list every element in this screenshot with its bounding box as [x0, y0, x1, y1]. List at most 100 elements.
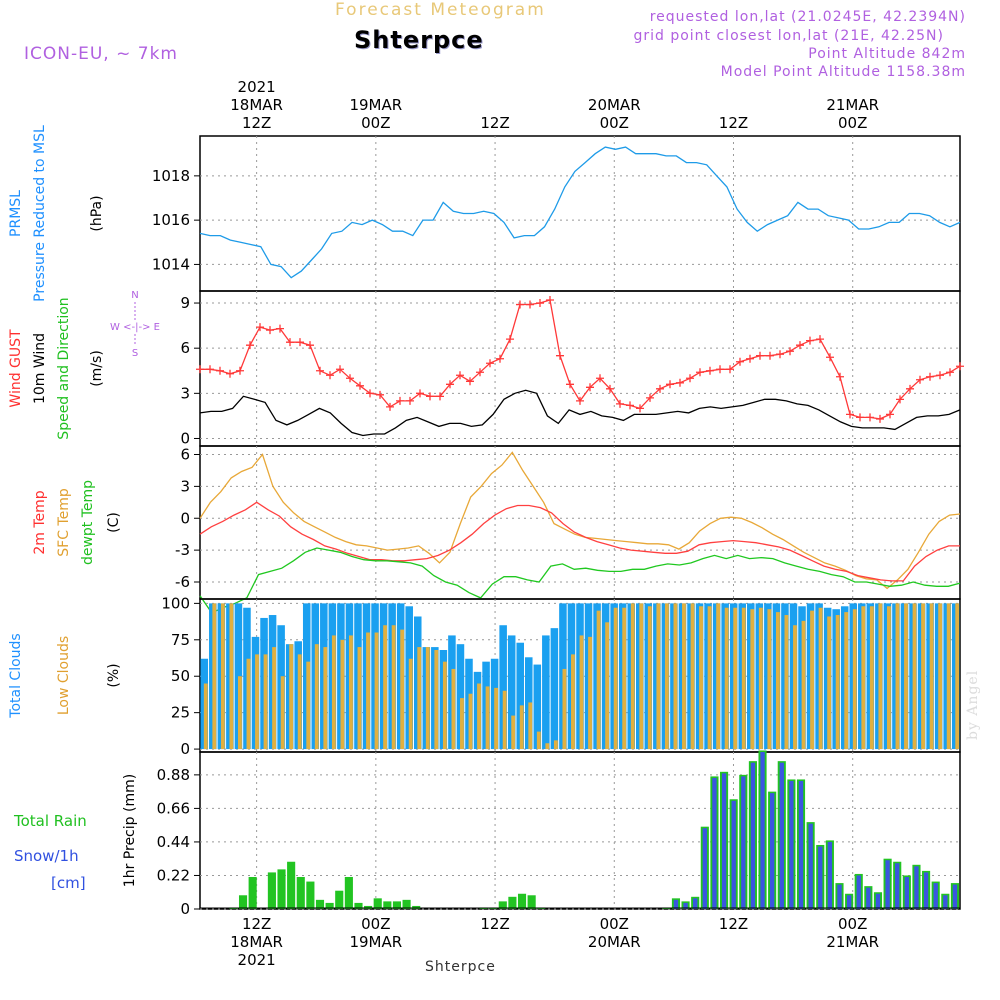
temperature-series-2-line: [199, 547, 961, 614]
low-cloud-bar: [827, 616, 832, 750]
wind-gust-marker: [616, 399, 624, 408]
low-cloud-bar: [929, 603, 934, 750]
temperature-ylabel: SFC Temp: [56, 488, 72, 557]
low-cloud-bar: [690, 603, 695, 750]
wind-ytick-label: 6: [180, 339, 190, 357]
top-time-label: 00Z: [361, 114, 390, 132]
low-cloud-bar: [579, 635, 584, 750]
clouds-ytick-label: 25: [171, 704, 190, 722]
model-label: ICON-EU, ~ 7km: [24, 44, 178, 64]
low-cloud-bar: [869, 606, 874, 750]
temperature-ytick-label: -6: [175, 573, 190, 591]
wind-gust-marker: [826, 353, 834, 362]
wind-gust-marker: [336, 365, 344, 374]
wind-gust-marker: [406, 396, 414, 405]
low-cloud-bar: [460, 698, 464, 750]
snow-bar: [933, 883, 938, 909]
precip-ylabel: 1hr Precip (mm): [122, 774, 138, 887]
wind-gust-marker: [706, 366, 714, 375]
snow-bar: [693, 898, 698, 909]
top-time-label: 19MAR: [349, 96, 402, 114]
rain-bar: [277, 869, 286, 909]
wind-series-1-line: [199, 389, 961, 437]
precip-ytick-label: 0.22: [157, 866, 190, 884]
low-cloud-bar: [203, 683, 208, 750]
wind-gust-marker: [646, 393, 654, 402]
low-cloud-bar: [306, 661, 311, 750]
top-time-label: 12Z: [242, 114, 271, 132]
precip-ytick-label: 0.44: [157, 833, 190, 851]
snow-bar: [731, 800, 736, 909]
low-cloud-bar: [605, 622, 610, 750]
total-cloud-bar: [499, 625, 507, 750]
snow-bar: [875, 893, 881, 909]
precip-side-label: Snow/1h: [14, 847, 79, 865]
wind-gust-marker: [766, 351, 774, 360]
wind-gust-marker: [206, 365, 214, 374]
snow-bar: [789, 780, 794, 909]
low-cloud-bar: [272, 647, 276, 750]
rain-bar: [306, 881, 315, 909]
rain-bar: [383, 901, 392, 909]
wind-gust-marker: [416, 389, 424, 398]
wind-gust-marker: [576, 396, 584, 405]
wind-gust-marker: [756, 351, 764, 360]
low-cloud-bar: [289, 644, 294, 750]
bottom-time-label: 20MAR: [588, 933, 641, 951]
low-cloud-bar: [451, 668, 456, 750]
temperature-ytick-label: 6: [180, 446, 190, 464]
wind-ylabel: 10m Wind: [32, 333, 48, 404]
wind-gust-marker: [786, 347, 794, 356]
rain-bar: [248, 876, 257, 909]
wind-gust-marker: [806, 336, 814, 345]
low-cloud-bar: [417, 647, 422, 750]
wind-ylabel: Speed and Direction: [56, 297, 72, 439]
wind-gust-marker: [586, 383, 594, 392]
low-cloud-bar: [511, 715, 516, 750]
low-cloud-bar: [263, 654, 268, 750]
top-time-label: 18MAR: [230, 96, 283, 114]
point-altitude: Point Altitude 842m: [808, 46, 966, 62]
wind-gust-marker: [516, 300, 524, 309]
low-cloud-bar: [758, 607, 763, 750]
wind-gust-marker: [676, 378, 684, 387]
low-cloud-bar: [246, 658, 251, 750]
wind-gust-marker: [456, 371, 464, 380]
wind-gust-marker: [796, 341, 804, 350]
wind-gust-marker: [566, 380, 574, 389]
low-cloud-bar: [553, 740, 558, 750]
wind-gust-marker: [266, 326, 274, 335]
total-cloud-bar: [234, 603, 243, 750]
low-cloud-bar: [707, 606, 712, 750]
low-cloud-bar: [545, 743, 550, 750]
snow-bar: [943, 895, 948, 909]
grid-point-lonlat: grid point closest lon,lat (21E, 42.25N): [633, 28, 944, 44]
low-cloud-bar: [588, 636, 592, 750]
wind-gust-marker: [296, 338, 304, 347]
low-cloud-bar: [408, 658, 413, 750]
rain-bar: [508, 896, 517, 909]
requested-lonlat: requested lon,lat (21.0245E, 42.2394N): [649, 9, 966, 25]
clouds-ytick-label: 0: [180, 740, 190, 758]
low-cloud-bar: [238, 676, 242, 750]
top-time-label: 12Z: [719, 114, 748, 132]
snow-bar: [673, 899, 679, 909]
clouds-panel: 0 25 50 75 100 Total Clouds Low Clouds (%): [8, 594, 961, 758]
temperature-panel: -6 -3 0 3 6 2m Temp SFC Temp dewpt Temp (C): [32, 445, 961, 614]
temperature-ytick-label: 0: [180, 509, 190, 527]
low-cloud-bar: [442, 661, 447, 750]
low-cloud-bar: [528, 702, 533, 750]
wind-gust-marker: [506, 335, 514, 344]
low-cloud-bar: [716, 603, 721, 750]
pressure-panel: 1014 1016 1018 PRMSL Pressure Reduced to MSL…: [8, 125, 961, 302]
clouds-ytick-label: 50: [171, 667, 190, 685]
wind-gust-marker: [886, 410, 894, 419]
wind-gust-marker: [876, 414, 884, 423]
wind-ylabel: (m/s): [89, 350, 105, 387]
low-cloud-bar: [733, 607, 738, 750]
wind-ytick-label: 9: [180, 294, 190, 312]
wind-gust-marker: [956, 362, 964, 371]
low-cloud-bar: [793, 625, 797, 750]
total-cloud-bar: [550, 628, 559, 750]
